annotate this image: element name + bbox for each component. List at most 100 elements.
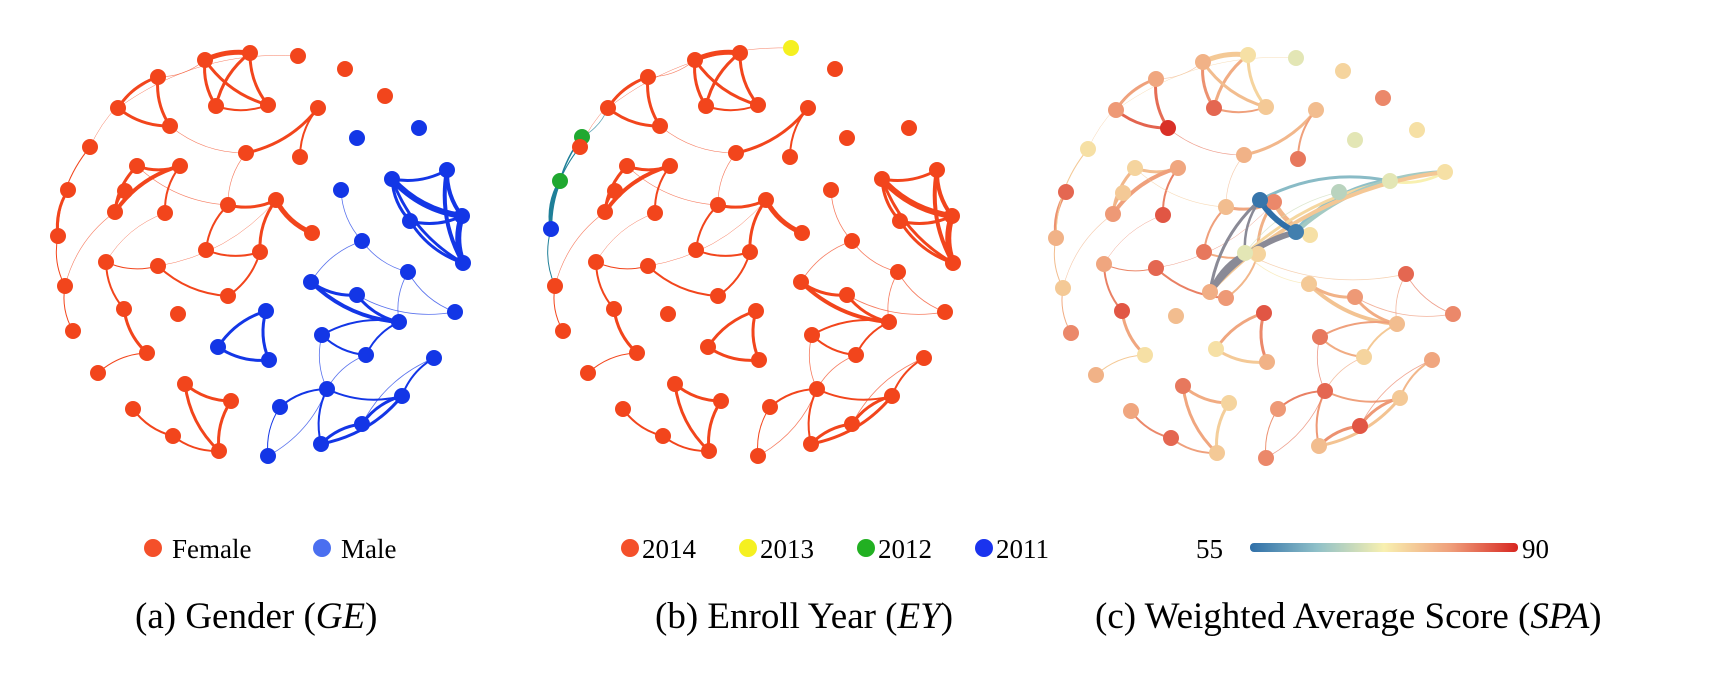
node [762, 399, 778, 415]
node [647, 205, 663, 221]
node [1375, 90, 1391, 106]
panel-enroll-year: 2014 2013 2012 2011 (b) Enroll Year (EY) [543, 40, 1049, 637]
edge [647, 265, 719, 297]
caption-gender: (a) Gender (GE) [135, 596, 377, 637]
legend-2013-label: 2013 [760, 534, 814, 564]
node [803, 436, 819, 452]
node [1196, 244, 1212, 260]
edge [361, 240, 409, 273]
edge [361, 357, 435, 425]
edge [547, 228, 556, 287]
node [827, 61, 843, 77]
legend-enroll-year: 2014 2013 2012 2011 [621, 534, 1049, 564]
node [848, 347, 864, 363]
node [261, 352, 277, 368]
edge [717, 251, 751, 297]
edge [1208, 198, 1262, 294]
node [1356, 349, 1372, 365]
node [60, 182, 76, 198]
node [98, 254, 114, 270]
edge [1103, 214, 1164, 265]
colorbar-max-label: 90 [1522, 534, 1549, 564]
node [82, 139, 98, 155]
node [1288, 50, 1304, 66]
edge [846, 294, 946, 315]
edge [407, 271, 456, 313]
edge [626, 165, 719, 206]
node [839, 130, 855, 146]
node [701, 443, 717, 459]
node [139, 345, 155, 361]
colorbar: 55 90 [1196, 534, 1549, 564]
node [447, 304, 463, 320]
edge [717, 152, 737, 206]
edge [830, 189, 853, 242]
node [290, 48, 306, 64]
node [384, 171, 400, 187]
node [597, 204, 613, 220]
node [1301, 276, 1317, 292]
edge [1155, 201, 1275, 269]
node [349, 130, 365, 146]
node [667, 376, 683, 392]
node [937, 304, 953, 320]
node [1259, 354, 1275, 370]
node [1302, 227, 1318, 243]
node [619, 158, 635, 174]
node [125, 401, 141, 417]
node [1392, 390, 1408, 406]
node [1258, 99, 1274, 115]
edge [1167, 127, 1245, 156]
node [1114, 303, 1130, 319]
node [268, 192, 284, 208]
node [1058, 184, 1074, 200]
edge [734, 106, 810, 155]
node [794, 225, 810, 241]
node [116, 301, 132, 317]
node [211, 443, 227, 459]
edge [1225, 154, 1245, 208]
edge [1319, 321, 1398, 338]
node [314, 327, 330, 343]
edge [248, 51, 270, 107]
node [700, 339, 716, 355]
node [258, 303, 274, 319]
node [804, 327, 820, 343]
node [929, 162, 945, 178]
node [1389, 316, 1405, 332]
node [150, 69, 166, 85]
node [823, 182, 839, 198]
edge [554, 211, 606, 287]
node [687, 52, 703, 68]
node [1382, 173, 1398, 189]
node [1437, 164, 1453, 180]
legend-2012-marker [857, 539, 875, 557]
node [547, 278, 563, 294]
node [1445, 306, 1461, 322]
node [1250, 246, 1266, 262]
node [1311, 438, 1327, 454]
node [750, 97, 766, 113]
edge [1244, 252, 1407, 281]
edge [1244, 191, 1340, 254]
node [572, 139, 588, 155]
node [588, 254, 604, 270]
legend-2014-label: 2014 [642, 534, 697, 564]
legend-2011-marker [975, 539, 993, 557]
node [1195, 54, 1211, 70]
node [1218, 290, 1234, 306]
node [916, 350, 932, 366]
node [1206, 100, 1222, 116]
node [377, 88, 393, 104]
node [1048, 230, 1064, 246]
edge [1405, 273, 1454, 315]
node [210, 339, 226, 355]
panel-weighted-average-score: 55 90 (c) Weighted Average Score (SPA) [1048, 47, 1602, 637]
node [793, 274, 809, 290]
edge [105, 212, 166, 263]
node [50, 228, 66, 244]
node [710, 288, 726, 304]
node [198, 242, 214, 258]
node [1236, 147, 1252, 163]
